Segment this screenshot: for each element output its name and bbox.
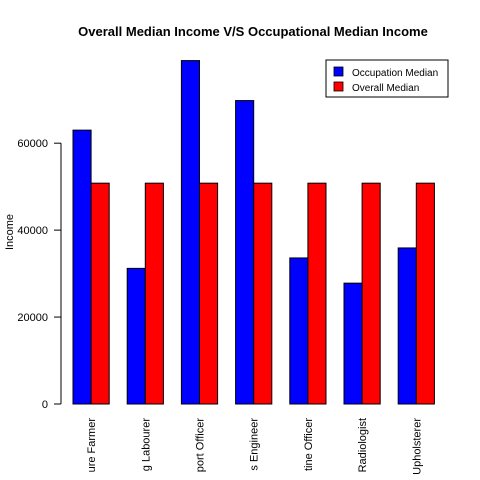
bar-occupation-7 — [397, 247, 417, 405]
x-tick-label: port Officer — [195, 418, 207, 473]
bar-occupation-6 — [343, 282, 363, 405]
y-tick-label: 0 — [42, 399, 48, 411]
bar-overall-5 — [307, 182, 327, 405]
chart-title: Overall Median Income V/S Occupational M… — [78, 24, 428, 39]
legend-label-overall: Overall Median — [352, 83, 419, 94]
x-tick-label: Radiologist — [357, 418, 369, 472]
bar-overall-2 — [144, 182, 164, 405]
x-tick-label: Upholsterer — [411, 418, 423, 475]
bars-group — [72, 60, 435, 405]
legend: Occupation Median Overall Median — [325, 59, 449, 98]
bar-occupation-5 — [289, 257, 309, 405]
legend-swatch-overall — [333, 81, 344, 92]
legend-label-occupation: Occupation Median — [352, 68, 438, 79]
y-tick-label: 40000 — [17, 225, 48, 237]
bar-overall-4 — [253, 182, 273, 405]
bar-occupation-3 — [180, 60, 200, 405]
legend-swatch-occupation — [333, 66, 344, 77]
bar-occupation-1 — [72, 129, 92, 405]
bar-occupation-4 — [235, 100, 255, 405]
bar-overall-6 — [361, 182, 381, 405]
x-tick-label: g Labourer — [140, 418, 152, 472]
bar-overall-1 — [90, 182, 110, 405]
y-axis: 0 20000 40000 60000 — [17, 138, 62, 411]
bar-overall-7 — [415, 182, 435, 405]
y-tick-label: 20000 — [17, 312, 48, 324]
bar-overall-3 — [199, 182, 219, 405]
y-tick-label: 60000 — [17, 138, 48, 150]
x-tick-label: ure Farmer — [86, 418, 98, 473]
x-tick-label: tine Officer — [303, 418, 315, 471]
legend-box — [325, 59, 449, 98]
bar-occupation-2 — [126, 267, 146, 405]
x-axis-labels: ure Farmer g Labourer port Officer s Engine… — [86, 418, 423, 475]
y-axis-label: Income — [4, 214, 16, 250]
x-tick-label: s Engineer — [249, 418, 261, 471]
